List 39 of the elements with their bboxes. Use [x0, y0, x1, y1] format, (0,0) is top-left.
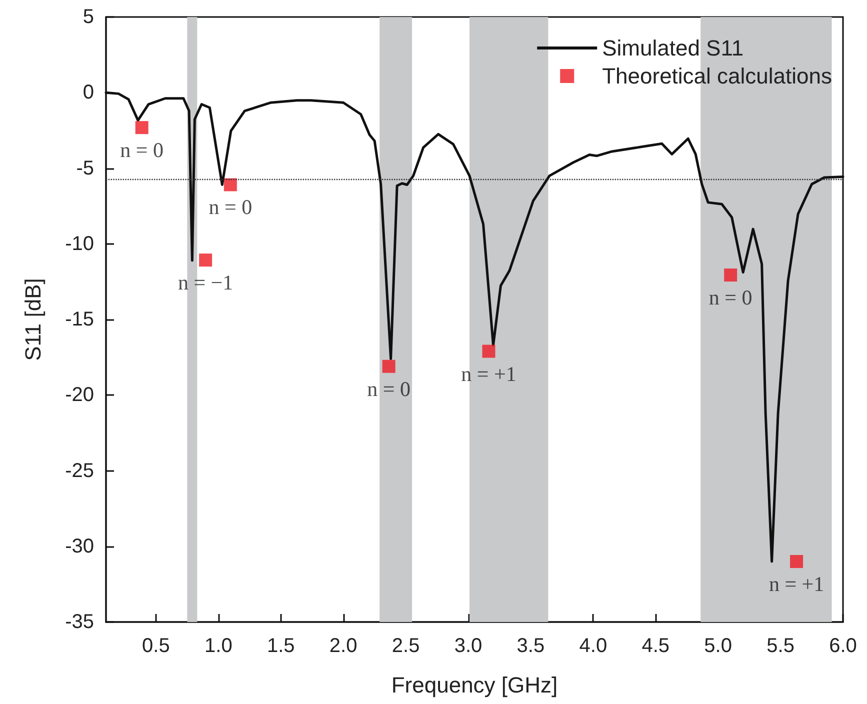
x-tick-label: 0.5 — [142, 635, 170, 657]
point — [482, 344, 496, 358]
x-tick-label: 1.0 — [204, 635, 232, 657]
y-tick-label: -15 — [65, 308, 94, 330]
y-tick-label: -25 — [65, 460, 94, 482]
y-tick-label: -30 — [65, 535, 94, 558]
x-tick-label: 1.5 — [266, 635, 295, 657]
y-tick-label: -35 — [65, 611, 94, 633]
x-tick-label: 2.5 — [392, 635, 420, 657]
point — [724, 268, 738, 282]
point — [224, 178, 237, 192]
x-tick-label: 5.0 — [704, 635, 732, 657]
y-tick-label: 5 — [82, 6, 94, 28]
y-tick-label: -5 — [76, 157, 94, 180]
x-tick-label: 5.5 — [766, 635, 794, 657]
point — [382, 360, 396, 373]
x-tick-label: 4.0 — [579, 635, 608, 657]
point — [199, 254, 212, 267]
y-axis-title: S11 [dB] — [20, 278, 46, 361]
x-axis-title: Frequency [GHz] — [391, 672, 558, 698]
annotation: n = −1 — [178, 270, 234, 295]
x-tick-label: 2.0 — [329, 635, 358, 657]
y-tick-label: -10 — [65, 232, 94, 255]
annotation: n = +1 — [461, 362, 516, 386]
legend-label: Simulated S11 — [602, 36, 744, 60]
x-tick-label: 3.0 — [454, 635, 482, 657]
annotation: n = 0 — [208, 195, 252, 220]
y-tick-label: -20 — [65, 384, 94, 406]
x-tick-label: 6.0 — [829, 635, 857, 657]
annotation: n = 0 — [367, 376, 410, 401]
point — [135, 121, 148, 134]
point — [790, 555, 804, 568]
annotation: n = 0 — [120, 138, 164, 162]
annotation: n = 0 — [708, 286, 752, 310]
x-tick-label: 4.5 — [642, 635, 670, 657]
x-tick-label: 3.5 — [516, 635, 545, 657]
y-tick-label: 0 — [82, 82, 94, 104]
legend-label: Theoretical calculations — [602, 64, 832, 88]
annotation: n = +1 — [768, 572, 824, 596]
